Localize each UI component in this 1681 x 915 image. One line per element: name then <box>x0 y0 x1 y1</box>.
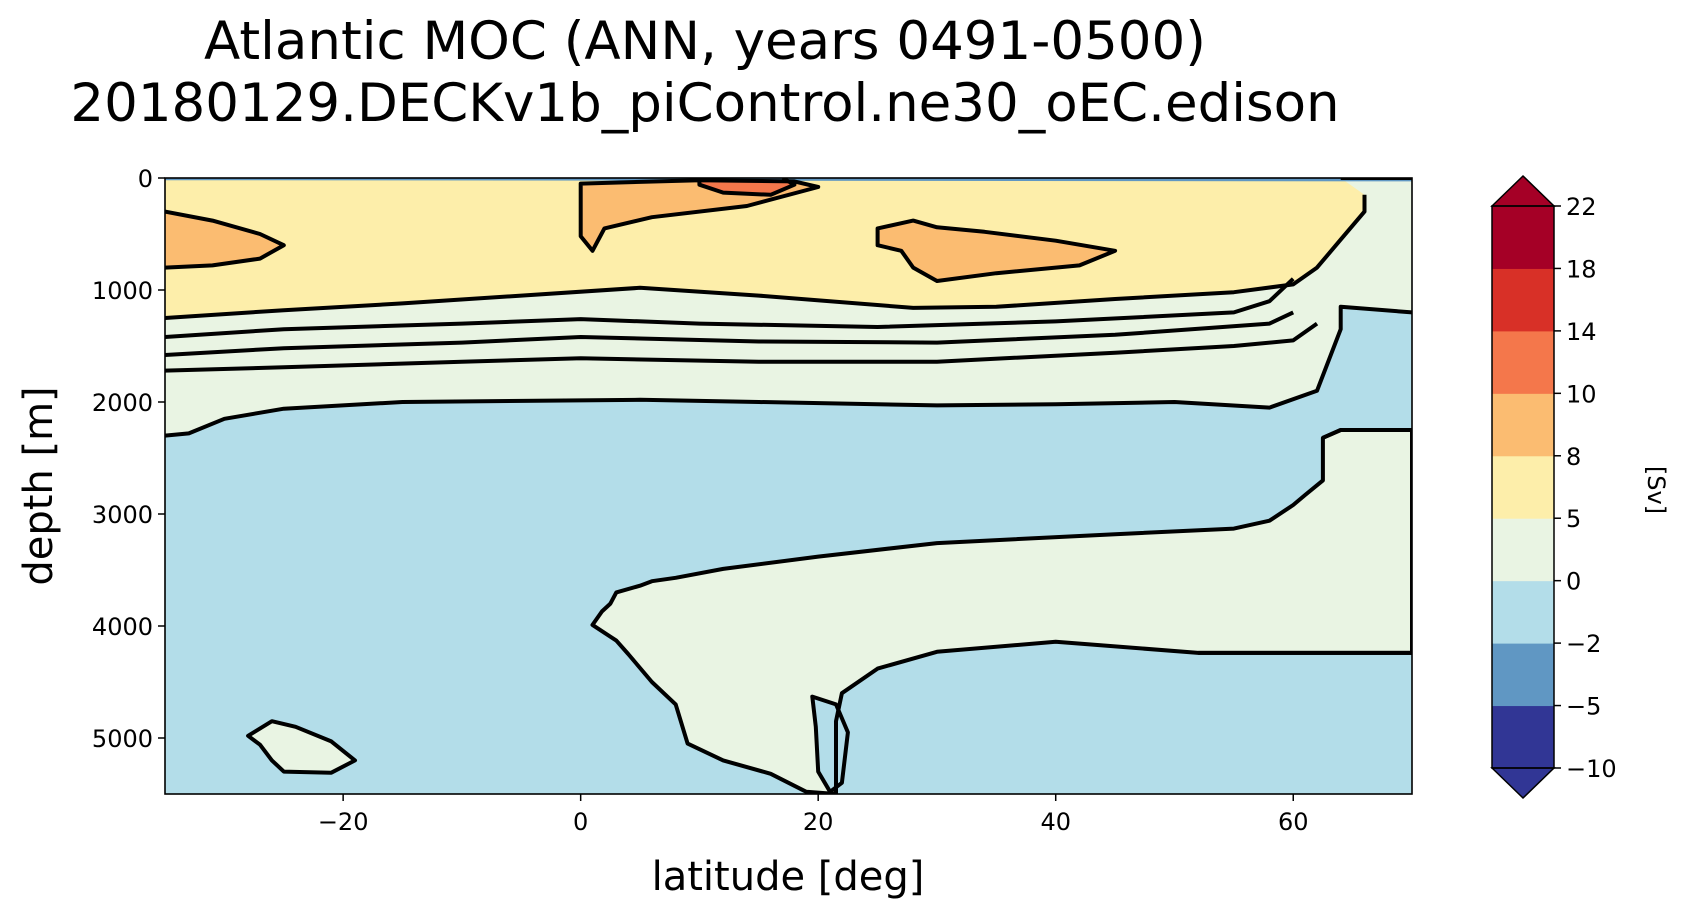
chart-title-line-1: Atlantic MOC (ANN, years 0491-0500) <box>204 11 1206 72</box>
colorbar-tick-label: 5 <box>1566 505 1581 533</box>
colorbar-band <box>1492 455 1554 519</box>
y-tick-label: 2000 <box>92 389 153 417</box>
island-neg2-0 <box>812 696 848 792</box>
y-axis: 0 1000 2000 3000 4000 5000 <box>92 165 165 753</box>
y-tick-label: 0 <box>138 165 153 193</box>
x-tick-label: 20 <box>803 808 834 836</box>
y-tick-label: 1000 <box>92 277 153 305</box>
chart-title-line-2: 20180129.DECKv1b_piControl.ne30_oEC.edis… <box>70 73 1340 134</box>
colorbar-tick-label: 22 <box>1566 193 1597 221</box>
colorbar-band <box>1492 330 1554 394</box>
colorbar-band <box>1492 268 1554 332</box>
contour-loop <box>810 694 850 794</box>
contour-loop <box>246 719 357 775</box>
colorbar-tick-label: −10 <box>1566 755 1617 783</box>
colorbar-extend-low <box>1490 767 1556 800</box>
colorbar-tick-label: 0 <box>1566 568 1581 596</box>
contour-loop <box>590 428 1412 794</box>
x-tick-label: −20 <box>318 808 369 836</box>
y-tick-label: 3000 <box>92 501 153 529</box>
x-tick-label: 40 <box>1040 808 1071 836</box>
colorbar-band <box>1492 206 1554 269</box>
contour-line <box>165 304 1412 438</box>
colorbar-extend-high <box>1490 174 1556 207</box>
core-8-10-equator <box>580 180 819 251</box>
colorbar-band <box>1492 393 1554 457</box>
colorbar-frame <box>1491 205 1555 769</box>
core-8-10-south <box>165 211 284 268</box>
colorbar-tick-label: 18 <box>1566 255 1597 283</box>
contour-line <box>165 194 1367 320</box>
colorbar: −10 −5 −2 0 5 8 10 14 18 22 <box>1490 174 1617 800</box>
x-tick-label: 60 <box>1278 808 1309 836</box>
colorbar-tick-label: −5 <box>1566 693 1601 721</box>
colorbar-band <box>1492 705 1554 769</box>
colorbar-tick-label: 10 <box>1566 380 1597 408</box>
x-tick-label: 0 <box>573 808 588 836</box>
contour-loop <box>578 178 821 253</box>
contour-line <box>697 178 797 197</box>
x-axis: −20 0 20 40 60 <box>318 794 1309 836</box>
contour-field <box>165 178 1412 794</box>
contour-loop <box>875 218 1118 283</box>
x-axis-label: latitude [deg] <box>652 854 925 900</box>
band-5-8 <box>165 178 1365 318</box>
colorbar-tick-label: −2 <box>1566 630 1601 658</box>
colorbar-tick-label: 8 <box>1566 443 1581 471</box>
y-axis-label: depth [m] <box>16 386 62 585</box>
contour-line <box>165 321 1319 373</box>
contour-line <box>165 277 1295 339</box>
colorbar-band <box>1492 643 1554 707</box>
plot-frame <box>164 177 1413 795</box>
contour-line <box>165 209 286 270</box>
band-0-5-deep <box>592 430 1412 794</box>
colorbar-tick-label: 14 <box>1566 318 1597 346</box>
y-tick-label: 4000 <box>92 613 153 641</box>
island-0-5 <box>248 721 355 773</box>
y-tick-label: 5000 <box>92 725 153 753</box>
colorbar-label: [Sv] <box>1642 466 1670 514</box>
colorbar-band <box>1492 580 1554 644</box>
colorbar-band <box>1492 518 1554 582</box>
contour-line <box>165 310 1295 357</box>
